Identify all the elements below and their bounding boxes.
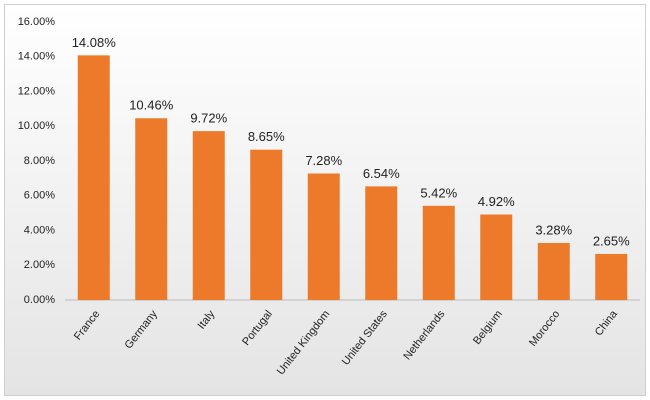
value-label: 4.92% xyxy=(478,194,515,209)
y-tick-label: 16.00% xyxy=(18,16,56,28)
y-tick-label: 14.00% xyxy=(18,51,56,63)
value-label: 2.65% xyxy=(593,233,630,248)
y-tick-label: 12.00% xyxy=(18,85,56,97)
bar xyxy=(135,118,168,300)
y-tick-label: 10.00% xyxy=(18,120,56,132)
value-label: 10.46% xyxy=(129,98,174,113)
value-label: 6.54% xyxy=(363,166,400,181)
bar xyxy=(77,55,110,300)
value-label: 3.28% xyxy=(535,222,572,237)
bar xyxy=(537,243,570,300)
y-tick-label: 4.00% xyxy=(24,224,55,236)
bar xyxy=(365,186,398,300)
bar xyxy=(422,205,455,300)
value-label: 8.65% xyxy=(248,129,285,144)
value-label: 7.28% xyxy=(305,153,342,168)
y-tick-label: 2.00% xyxy=(24,259,55,271)
bar xyxy=(480,214,513,300)
bar xyxy=(307,173,340,300)
y-tick-label: 6.00% xyxy=(24,190,55,202)
value-label: 14.08% xyxy=(72,35,117,50)
bar xyxy=(595,253,628,300)
value-label: 5.42% xyxy=(420,185,457,200)
bar xyxy=(250,149,283,300)
value-label: 9.72% xyxy=(190,111,227,126)
y-tick-label: 0.00% xyxy=(24,294,55,306)
y-tick-label: 8.00% xyxy=(24,155,55,167)
bar xyxy=(192,131,225,300)
